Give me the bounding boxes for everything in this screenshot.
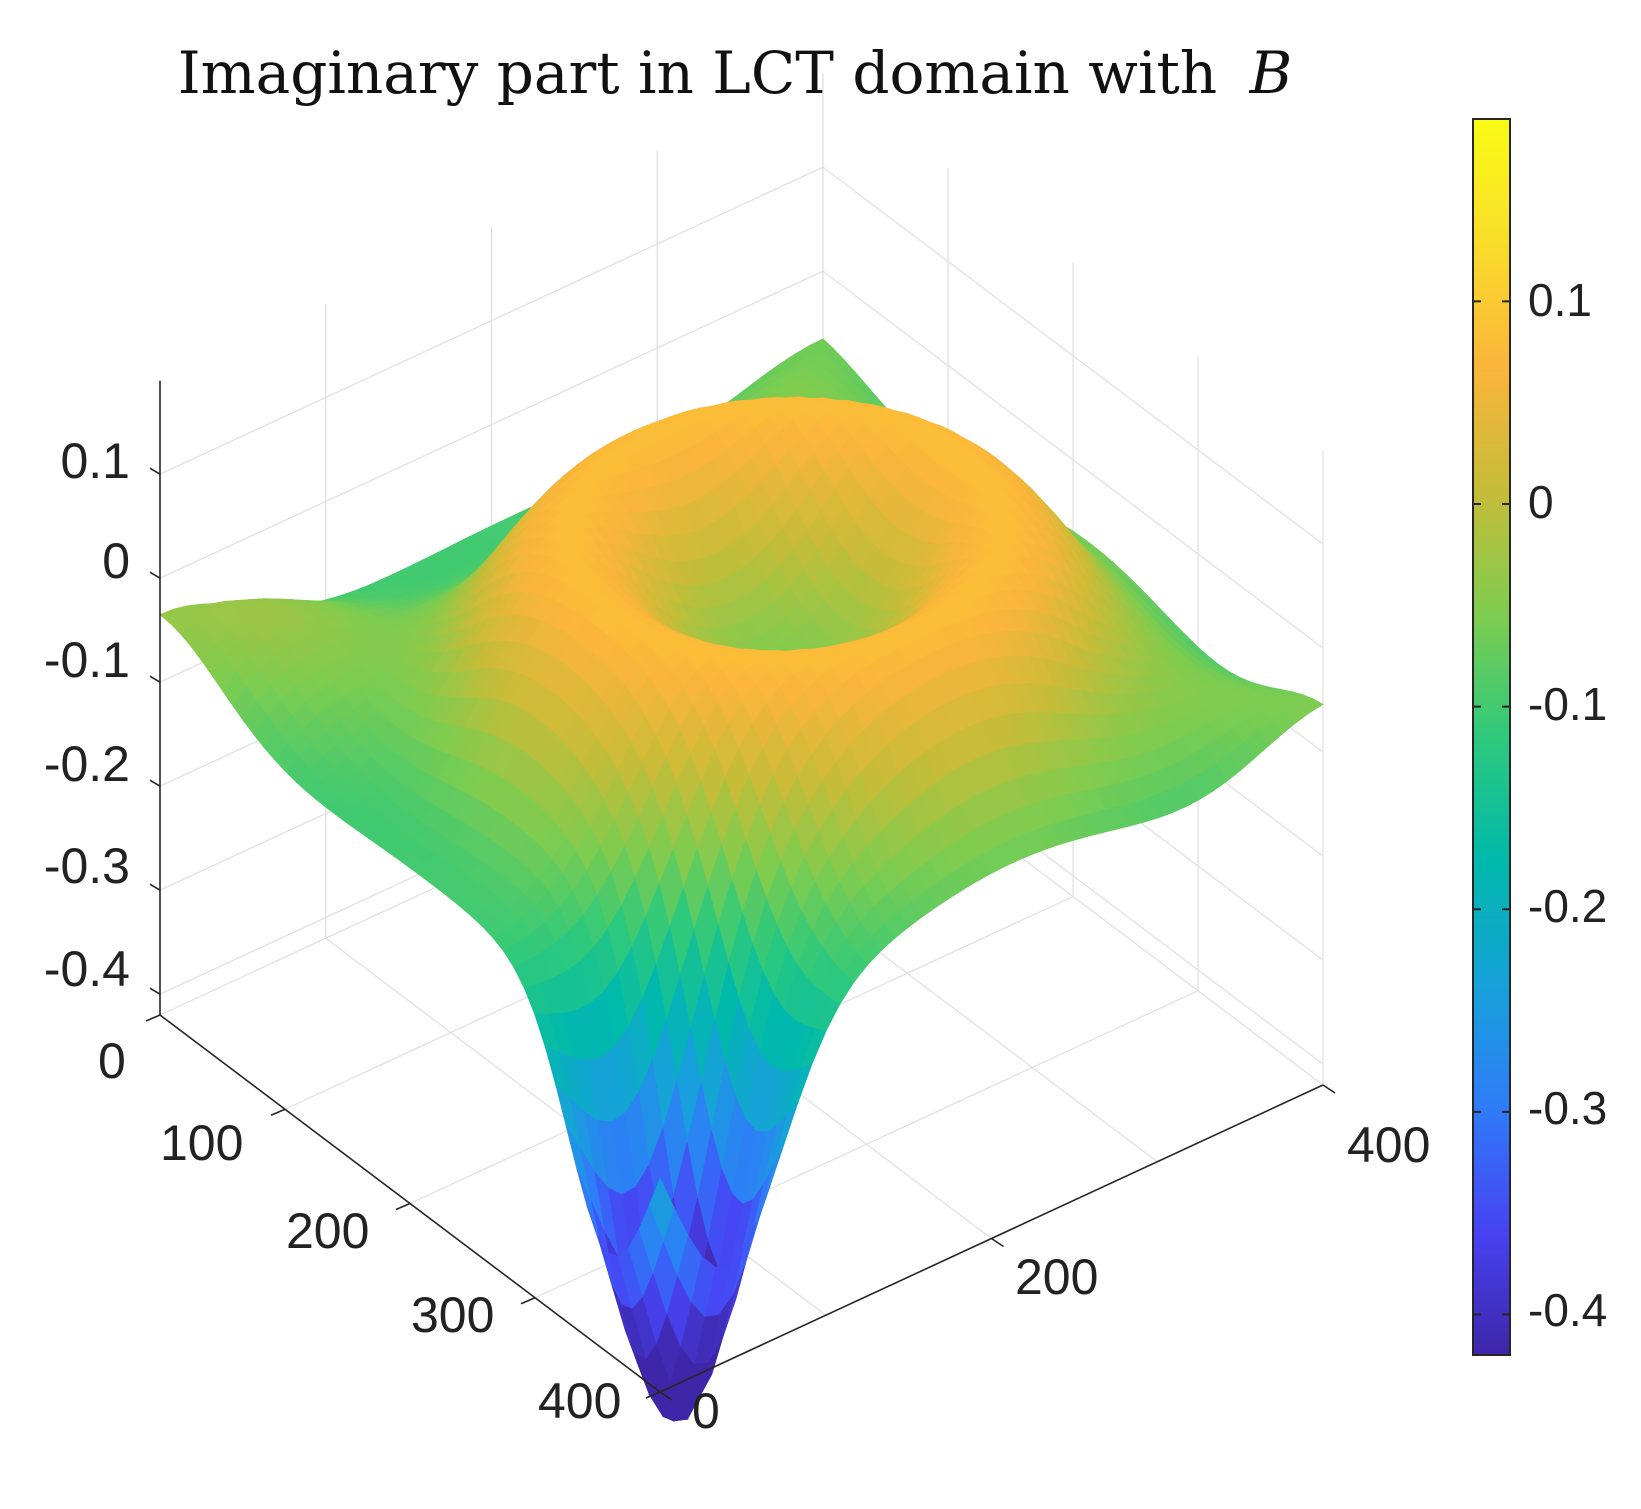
z-tick-label: -0.3	[44, 838, 130, 894]
x-tick-mark	[1322, 1084, 1336, 1094]
colorbar-tick-label: -0.4	[1528, 1284, 1607, 1336]
y-tick-mark	[520, 1297, 536, 1305]
z-tick-mark	[149, 675, 161, 683]
surface-plot	[159, 338, 1324, 1422]
colorbar: 0.1 0 -0.1 -0.2 -0.3 -0.4	[1472, 118, 1607, 1356]
z-tick-mark	[149, 779, 161, 787]
x-tick-label: 0	[692, 1383, 720, 1439]
chart-title-text: Imaginary part in LCT domain with	[178, 39, 1217, 107]
z-tick-label: 0.1	[60, 433, 130, 489]
y-tick-mark	[145, 1014, 161, 1022]
y-tick-label: 300	[411, 1287, 494, 1343]
y-tick-mark	[270, 1108, 286, 1116]
y-tick-label: 400	[538, 1373, 621, 1429]
y-tick-label: 0	[98, 1033, 126, 1089]
x-tick-label: 400	[1347, 1117, 1430, 1173]
x-tick-mark	[659, 1391, 673, 1401]
z-tick-mark	[149, 883, 161, 891]
colorbar-tick-label: -0.1	[1528, 678, 1607, 730]
y-tick-label: 100	[160, 1115, 243, 1171]
colorbar-tick-label: 0.1	[1528, 274, 1592, 326]
x-axis-ticks: 0 200 400	[692, 1117, 1430, 1439]
colorbar-scale	[1472, 118, 1511, 1356]
colorbar-tick-marks	[1473, 300, 1510, 1316]
z-tick-label: -0.1	[44, 632, 130, 688]
y-axis-ticks: 0 100 200 300 400	[98, 1033, 621, 1429]
axes-front-lines	[145, 380, 1336, 1401]
surface-patch	[649, 1177, 675, 1242]
z-axis-ticks: 0.1 0 -0.1 -0.2 -0.3 -0.4	[44, 433, 130, 997]
chart-title-variable: B	[1249, 39, 1293, 107]
x-tick-label: 200	[1015, 1249, 1098, 1305]
colorbar-tick-label: 0	[1528, 476, 1554, 528]
z-tick-mark	[149, 571, 161, 579]
colorbar-tick-label: -0.2	[1528, 880, 1607, 932]
colorbar-tick-label: -0.3	[1528, 1082, 1607, 1134]
chart-title: Imaginary part in LCT domain with B	[178, 39, 1292, 107]
x-tick-mark	[991, 1237, 1004, 1248]
z-tick-label: -0.4	[44, 941, 130, 997]
y-tick-mark	[645, 1391, 661, 1399]
y-tick-mark	[395, 1202, 411, 1211]
z-tick-mark	[149, 987, 161, 995]
z-tick-mark	[149, 467, 161, 475]
z-tick-label: -0.2	[44, 736, 130, 792]
y-tick-label: 200	[286, 1203, 369, 1259]
z-tick-label: 0	[102, 533, 130, 589]
